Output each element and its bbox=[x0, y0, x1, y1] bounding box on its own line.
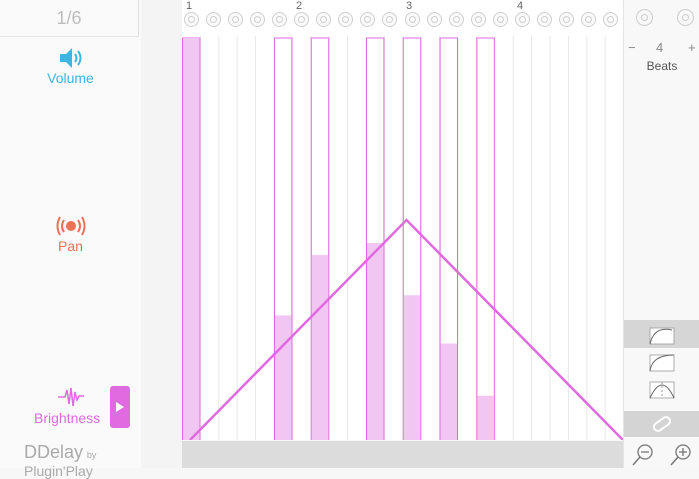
brand-logo: DDelay by Plugin'Play bbox=[24, 442, 141, 479]
brand-name: DDelay bbox=[24, 442, 84, 462]
volume-param[interactable]: Volume bbox=[0, 46, 141, 86]
beats-stepper: − 4 + bbox=[624, 40, 699, 56]
step-toggle[interactable] bbox=[602, 12, 618, 27]
step-toggle[interactable] bbox=[294, 12, 310, 27]
sync-toggle-icon[interactable] bbox=[677, 9, 694, 26]
pan-param[interactable]: Pan bbox=[0, 214, 141, 254]
zoom-out-icon[interactable] bbox=[630, 442, 656, 468]
step-toggle[interactable] bbox=[250, 12, 266, 27]
curve-shape-button[interactable] bbox=[624, 320, 699, 348]
curve-icon bbox=[649, 354, 675, 372]
pattern-counter[interactable]: 1/6 bbox=[0, 0, 139, 37]
brightness-envelope bbox=[189, 218, 623, 440]
gutter bbox=[141, 0, 182, 468]
step-grid[interactable]: 1 2 3 4 bbox=[182, 0, 623, 440]
beat-ruler: 1 2 3 4 bbox=[182, 0, 623, 28]
beats-label: Beats bbox=[646, 59, 678, 73]
brand-maker: Plugin'Play bbox=[24, 463, 93, 479]
step-toggle[interactable] bbox=[448, 12, 464, 27]
step-toggle[interactable] bbox=[492, 12, 508, 27]
step-toggle[interactable] bbox=[426, 12, 442, 27]
step-toggle[interactable] bbox=[580, 12, 596, 27]
speaker-icon bbox=[59, 48, 81, 68]
step-toggle[interactable] bbox=[206, 12, 222, 27]
curve-icon bbox=[649, 327, 675, 345]
step-bar-outline bbox=[476, 37, 495, 440]
magnet-icon bbox=[652, 416, 672, 432]
step-toggle[interactable] bbox=[382, 12, 398, 27]
scroll-bar[interactable] bbox=[182, 441, 623, 468]
step-bar-fill bbox=[367, 243, 384, 440]
beat-number: 2 bbox=[296, 0, 303, 12]
step-toggle[interactable] bbox=[470, 12, 486, 27]
pan-icon bbox=[56, 216, 85, 236]
brightness-icon bbox=[58, 387, 84, 407]
step-bar-fill bbox=[403, 295, 421, 440]
volume-label: Volume bbox=[47, 70, 94, 86]
step-toggle[interactable] bbox=[228, 12, 244, 27]
curve-shape-button[interactable] bbox=[624, 347, 699, 375]
beats-value[interactable]: 4 bbox=[656, 40, 664, 55]
step-bars[interactable] bbox=[182, 28, 623, 440]
beat-number: 3 bbox=[406, 0, 413, 12]
brightness-play-button[interactable] bbox=[110, 386, 130, 428]
step-bar-fill bbox=[183, 38, 200, 440]
step-toggle[interactable] bbox=[184, 12, 199, 27]
side-panel: − 4 + Beats bbox=[623, 0, 699, 468]
play-icon bbox=[116, 402, 124, 412]
step-toggle[interactable] bbox=[558, 12, 574, 27]
step-toggle[interactable] bbox=[316, 12, 332, 27]
step-bar-fill bbox=[440, 343, 457, 440]
beat-number: 4 bbox=[517, 0, 524, 12]
step-bar-outline bbox=[439, 37, 459, 440]
pan-label: Pan bbox=[58, 238, 83, 254]
step-bar-fill bbox=[477, 395, 494, 440]
increase-beats-button[interactable]: + bbox=[688, 40, 696, 55]
curve-shape-button[interactable] bbox=[624, 374, 699, 402]
beat-number: 1 bbox=[186, 0, 193, 12]
zoom-in-icon[interactable] bbox=[668, 442, 694, 468]
step-bar-fill bbox=[311, 255, 329, 440]
magnet-snap-button[interactable] bbox=[624, 411, 699, 437]
step-toggle[interactable] bbox=[404, 12, 420, 27]
step-toggle[interactable] bbox=[338, 12, 354, 27]
decrease-beats-button[interactable]: − bbox=[628, 40, 636, 55]
step-toggle[interactable] bbox=[514, 12, 530, 27]
brightness-label[interactable]: Brightness bbox=[34, 410, 101, 426]
brand-by: by bbox=[86, 450, 97, 460]
step-toggle[interactable] bbox=[360, 12, 376, 27]
curve-icon bbox=[649, 381, 675, 399]
step-toggle[interactable] bbox=[536, 12, 552, 27]
step-bar-fill bbox=[275, 315, 292, 440]
step-toggle[interactable] bbox=[272, 12, 288, 27]
parameter-panel: 1/6 Volume Pan Brightness DDelay by Plug… bbox=[0, 0, 142, 479]
sync-toggle-icon[interactable] bbox=[636, 9, 653, 26]
